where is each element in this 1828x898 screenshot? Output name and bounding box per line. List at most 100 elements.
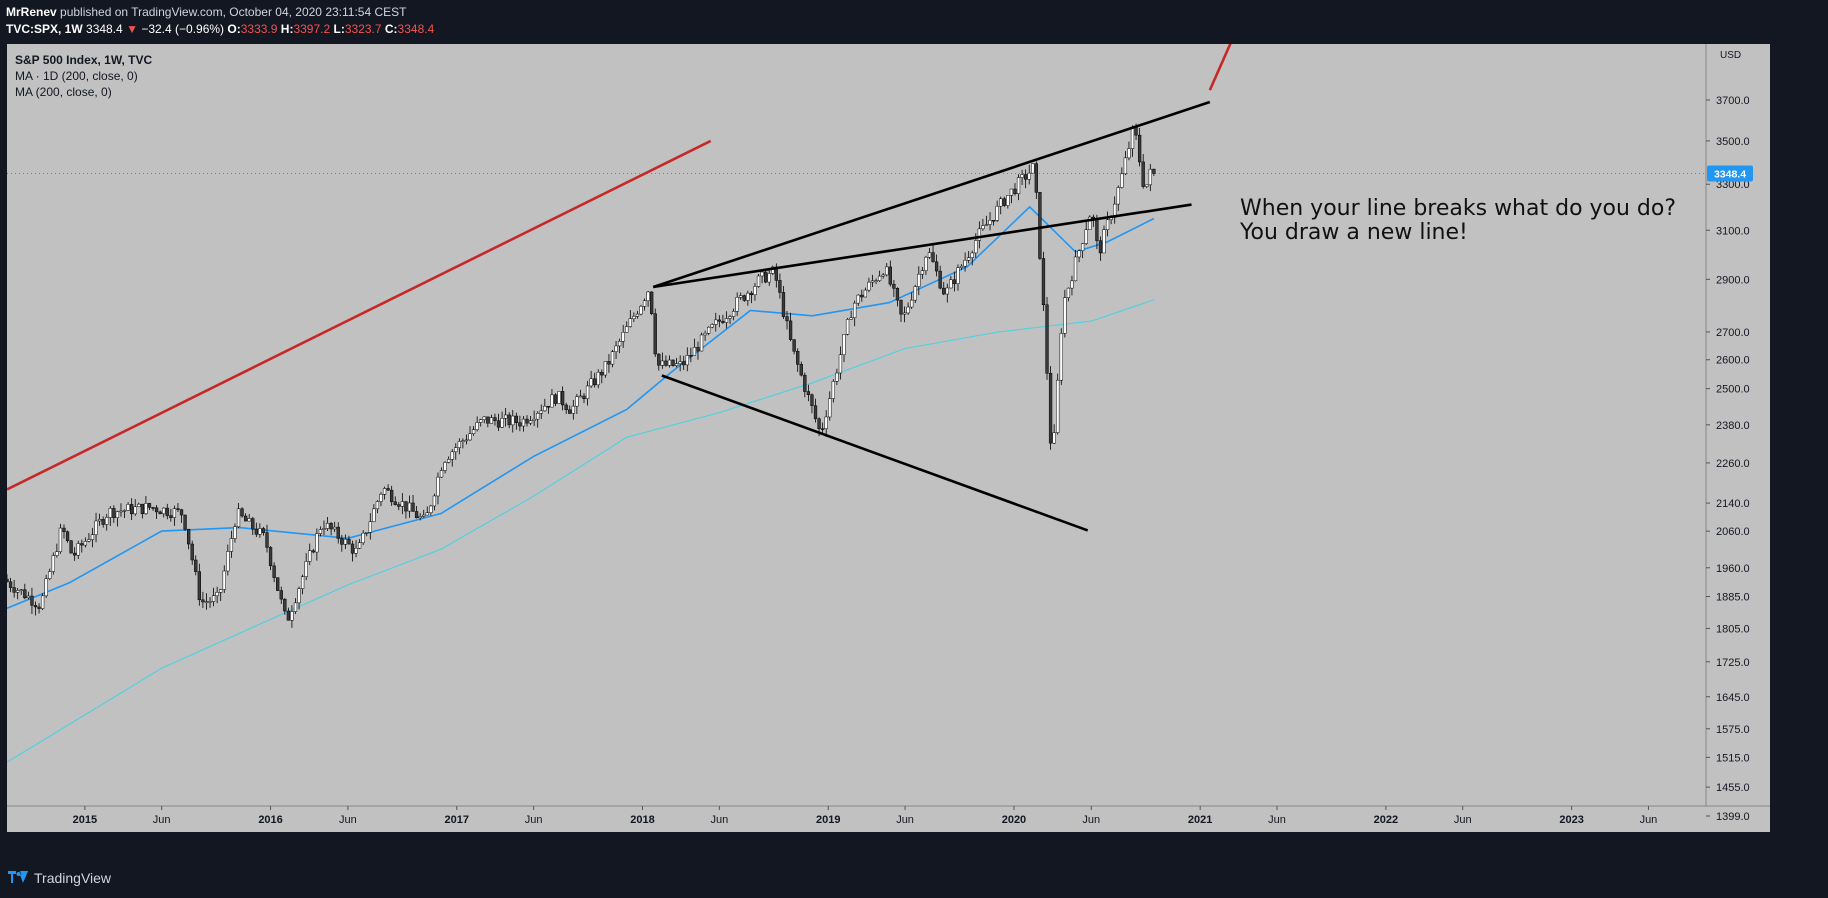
legend-title[interactable]: S&P 500 Index, 1W, TVC <box>15 53 153 67</box>
candle-body <box>276 577 280 591</box>
candle-body <box>1084 229 1088 244</box>
candle-body <box>140 503 144 514</box>
candle-body <box>842 334 846 355</box>
candle-body <box>51 555 55 572</box>
candle-body <box>635 313 640 317</box>
candle-body <box>995 205 999 221</box>
candle-body <box>186 528 191 545</box>
publisher-name[interactable]: MrRenev <box>6 5 57 19</box>
candle-body <box>1066 287 1071 298</box>
candle-body <box>760 271 764 277</box>
candle-body <box>1077 250 1081 258</box>
candle-body <box>247 518 251 522</box>
candle-body <box>19 589 23 591</box>
candle-body <box>974 240 978 254</box>
candle-body <box>674 363 679 366</box>
candle-body <box>1031 163 1035 174</box>
low-value: 3323.7 <box>344 22 382 36</box>
candle-body <box>692 347 697 356</box>
candle-body <box>112 508 116 518</box>
candle-body <box>699 334 704 352</box>
candle-body <box>970 252 974 258</box>
candle-body <box>796 351 800 365</box>
candle-body <box>286 610 291 621</box>
candle-body <box>539 410 543 414</box>
candle-body <box>450 451 454 460</box>
legend-ma2[interactable]: MA (200, close, 0) <box>15 85 112 99</box>
candle-body <box>240 508 244 517</box>
x-tick-label: Jun <box>1454 814 1472 826</box>
chart-annotation[interactable]: When your line breaks what do you do? Yo… <box>1240 197 1676 245</box>
candle-body <box>735 297 739 312</box>
candle-body <box>931 252 935 263</box>
candle-body <box>600 371 604 376</box>
candle-body <box>781 292 786 317</box>
legend-ma1[interactable]: MA · 1D (200, close, 0) <box>15 69 138 83</box>
tradingview-brand[interactable]: TradingView <box>8 870 111 886</box>
candle-body <box>1041 258 1046 306</box>
candle-body <box>514 415 518 423</box>
candle-body <box>959 265 964 268</box>
candle-body <box>272 565 276 578</box>
candle-body <box>867 281 871 291</box>
candle-body <box>924 256 928 271</box>
candle-body <box>397 504 401 507</box>
candle-body <box>1006 195 1010 206</box>
candle-body <box>1073 256 1078 282</box>
candle-body <box>746 292 750 301</box>
candle-body <box>33 605 38 608</box>
candle-body <box>803 374 807 392</box>
candle-body <box>172 508 177 518</box>
candle-body <box>503 414 508 419</box>
candle-body <box>828 398 832 418</box>
candle-body <box>137 503 141 508</box>
candle-body <box>325 522 330 529</box>
candle-body <box>1134 126 1138 136</box>
candle-body <box>1148 168 1152 186</box>
candle-body <box>835 372 839 382</box>
candle-body <box>290 611 294 621</box>
candle-body <box>771 266 775 274</box>
candle-body <box>717 319 721 322</box>
candle-body <box>268 547 273 567</box>
candle-body <box>222 570 226 590</box>
candle-body <box>646 291 650 302</box>
candle-body <box>30 595 34 606</box>
candle-body <box>197 571 201 601</box>
open-label: O: <box>227 22 241 36</box>
candle-body <box>322 528 326 530</box>
candle-body <box>881 274 885 277</box>
candle-body <box>568 409 572 414</box>
candle-body <box>1145 184 1149 187</box>
candle-body <box>1123 157 1128 175</box>
candle-body <box>667 359 672 366</box>
candle-body <box>354 547 358 554</box>
candle-body <box>432 495 437 507</box>
price-axis <box>1706 44 1770 832</box>
candle-body <box>913 286 917 301</box>
price-chart[interactable]: 3700.0 3500.0 3300.0 3100.0 2900.0 2700.0 2600… <box>7 44 1770 832</box>
candle-body <box>8 581 13 588</box>
candle-body <box>621 331 625 342</box>
candle-body <box>838 354 843 374</box>
last-price-badge <box>1707 165 1753 182</box>
candle-body <box>742 295 746 301</box>
candle-body <box>122 510 127 512</box>
candle-body <box>628 318 632 327</box>
ma-line <box>7 205 1155 610</box>
x-tick-label: Jun <box>1268 814 1286 826</box>
candle-body <box>934 261 939 272</box>
candle-body <box>368 521 372 533</box>
candle-body <box>792 339 796 352</box>
candle-body <box>536 413 540 420</box>
candle-body <box>739 295 743 298</box>
close-label: C: <box>384 22 398 36</box>
candle-body <box>87 539 91 542</box>
x-tick-label: Jun <box>1082 814 1100 826</box>
chart-area[interactable]: 3700.0 3500.0 3300.0 3100.0 2900.0 2700.0 2600… <box>7 44 1770 832</box>
x-tick-label: Jun <box>896 814 914 826</box>
symbol-label: TVC:SPX, 1W <box>6 22 83 36</box>
candle-body <box>436 476 440 497</box>
candle-body <box>763 271 768 283</box>
candle-body <box>596 371 600 386</box>
